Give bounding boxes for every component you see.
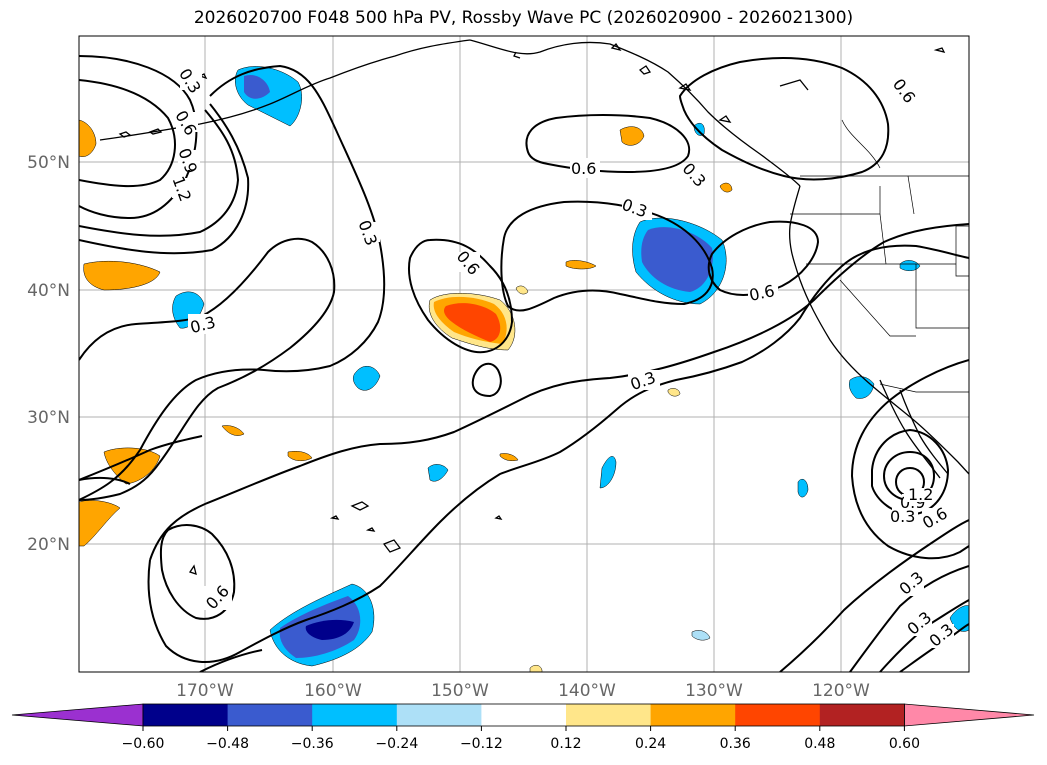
- colorbar-swatch: [312, 704, 398, 726]
- map-title: 2026020700 F048 500 hPa PV, Rossby Wave …: [193, 8, 854, 28]
- colorbar-tick-label: −0.12: [460, 736, 503, 752]
- colorbar-extend-high: [904, 703, 1035, 727]
- colorbar-swatch: [481, 704, 567, 726]
- colorbar-swatch: [566, 704, 652, 726]
- colorbar-swatch: [143, 704, 229, 726]
- colorbar-tick-label: 0.12: [550, 736, 581, 752]
- colorbar-tick-label: −0.60: [122, 736, 165, 752]
- contour-label: 0.3: [890, 507, 915, 526]
- pv-anomaly-fill: [79, 66, 969, 672]
- lon-label: 140°W: [558, 681, 616, 701]
- contour-label: 0.6: [571, 159, 596, 178]
- political-borders: [790, 119, 969, 393]
- colorbar-swatch: [735, 704, 821, 726]
- lon-label: 120°W: [812, 681, 870, 701]
- lon-label: 130°W: [685, 681, 743, 701]
- colorbar: −0.60 −0.48 −0.36 −0.24 −0.12 0.12 0.24 0.36 0.4…: [11, 703, 1035, 752]
- colorbar-swatch: [396, 704, 482, 726]
- colorbar-swatch: [650, 704, 736, 726]
- colorbar-extend-low: [11, 703, 144, 727]
- colorbar-tick-label: −0.24: [375, 736, 418, 752]
- colorbar-tick-label: 0.36: [720, 736, 751, 752]
- lat-label: 30°N: [27, 408, 70, 428]
- lon-label: 170°W: [176, 681, 234, 701]
- map-frame: [78, 35, 970, 673]
- colorbar-swatch: [819, 704, 905, 726]
- lat-label: 50°N: [27, 153, 70, 173]
- lat-label: 20°N: [27, 535, 70, 555]
- lon-label: 150°W: [431, 681, 489, 701]
- colorbar-tick-label: −0.36: [291, 736, 334, 752]
- colorbar-swatch: [227, 704, 313, 726]
- contour-label: 0.6: [747, 281, 776, 305]
- colorbar-tick-label: −0.48: [206, 736, 249, 752]
- latitude-axis: 50°N 40°N 30°N 20°N: [27, 153, 70, 555]
- colorbar-tick-label: 0.60: [889, 736, 920, 752]
- colorbar-tick-label: 0.48: [804, 736, 835, 752]
- longitude-axis: 170°W 160°W 150°W 140°W 130°W 120°W: [176, 681, 870, 701]
- pv-contours: [79, 55, 969, 672]
- lat-label: 40°N: [27, 281, 70, 301]
- lon-label: 160°W: [304, 681, 362, 701]
- map-area: 0.3 0.6 0.9 1.2 0.3 0.6 0.6 0.3 0.3 0.6 …: [79, 36, 969, 672]
- contour-label: 1.2: [908, 485, 933, 504]
- colorbar-frame: [142, 703, 905, 727]
- contour-labels: 0.3 0.6 0.9 1.2 0.3 0.6 0.6 0.3 0.3 0.6 …: [168, 65, 957, 651]
- colorbar-tick-label: 0.24: [635, 736, 666, 752]
